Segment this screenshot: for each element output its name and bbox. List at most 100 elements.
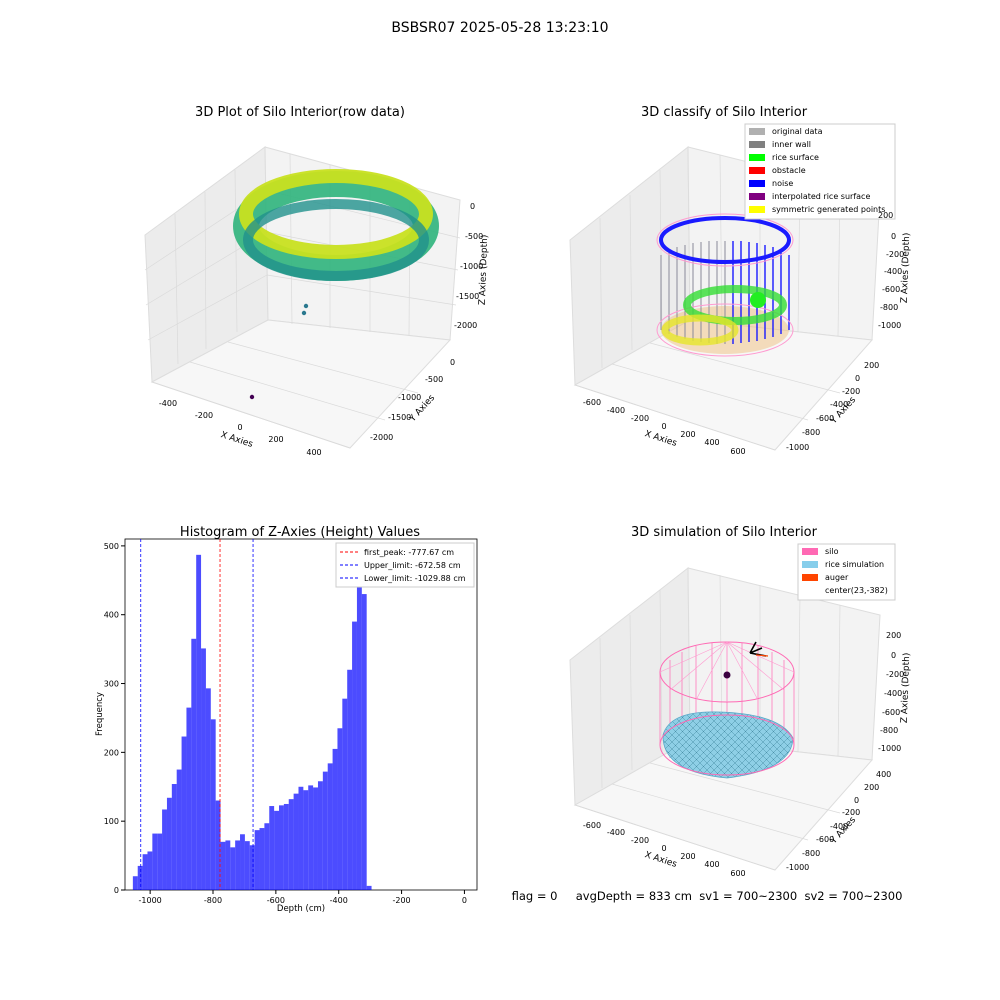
hist-bar [147,851,153,890]
panel2-ytick: 0 [855,374,860,383]
legend-swatch-silo [802,548,818,555]
hist-bar [162,809,167,890]
hist-bar [142,854,148,890]
hist-vlines [140,539,254,890]
panel-raw-3d: 3D Plot of Silo Interior(row data) -400 … [144,105,490,457]
hist-bar [327,763,333,890]
legend-label-interpolated: interpolated rice surface [772,192,870,201]
hist-bar [205,688,211,890]
panel2-silo-points [656,213,794,357]
legend-label-rice-surface: rice surface [772,153,819,162]
status-text: flag = 0 avgDepth = 833 cm sv1 = 700~230… [512,889,903,903]
hist-ytick-label: 0 [114,886,119,895]
panel1-ztick: -1500 [456,292,479,301]
hist-bar [322,771,328,890]
hist-bar [279,805,284,890]
panel4-axes-box [569,566,881,871]
panel2-legend: original data inner wall rice surface ob… [744,123,896,220]
panel2-ticks: -600 -400 -200 0 200 400 600 200 0 -200 … [583,211,904,456]
panel1-ytick: -2000 [370,433,393,442]
panel4-xtick: 0 [661,844,666,853]
panel2-ztick: -200 [886,250,904,259]
hist-bar [152,833,158,890]
legend-label-center: center(23,-382) [825,586,888,595]
hist-bar [288,799,294,890]
legend-swatch-original-data [749,128,765,135]
panel4-ytick: 200 [864,783,879,792]
panel3-title: Histogram of Z-Axies (Height) Values [180,525,420,540]
panel4-ticks: -600 -400 -200 0 200 400 600 400 200 0 -… [583,631,904,878]
hist-bar [166,797,172,890]
panel4-ztick: -600 [882,708,900,717]
panel2-xtick: 0 [661,422,666,431]
panel2-ytick: -1000 [786,443,809,452]
hist-bar [293,793,299,890]
panel4-xtick: 200 [680,852,695,861]
hist-bar [259,828,265,890]
hist-bar [366,885,372,890]
panel1-outlier-points [249,303,309,400]
panel4-silo-mesh [659,641,795,779]
panel2-xtick: -200 [631,414,649,423]
panel1-ztick: -1000 [460,262,483,271]
legend-label-lower-limit: Lower_limit: -1029.88 cm [364,574,466,583]
legend-label-inner-wall: inner wall [772,140,811,149]
panel2-zlabel: Z Axies (Depth) [900,233,912,304]
panel4-ztick: -200 [886,670,904,679]
hist-bar [225,840,231,890]
hist-xtick-label: -400 [330,896,348,905]
hist-bar [352,621,357,890]
hist-bar [337,728,343,890]
panel4-ztick: 0 [891,651,896,660]
hist-ytick-label: 100 [104,817,119,826]
panel1-xtick: -200 [195,411,213,420]
panel1-title: 3D Plot of Silo Interior(row data) [195,105,405,120]
hist-bar [347,669,353,890]
hist-xtick-label: 0 [462,896,467,905]
panel1-xlabel: X Axies [219,430,254,450]
panel2-xtick: 200 [680,430,695,439]
hist-bar [132,876,138,890]
hist-bar [157,833,163,890]
hist-bar [283,803,289,890]
hist-ylabel: Frequency [95,692,105,736]
panel2-xtick: -400 [607,406,625,415]
panel2-ztick: -1000 [878,321,901,330]
panel4-ztick: -1000 [878,744,901,753]
hist-bar [235,840,241,890]
panel2-xtick: 600 [730,447,745,456]
legend-label-noise: noise [772,179,793,188]
hist-ytick-label: 500 [104,542,119,551]
panel1-zlabel: Z Axies (Depth) [478,235,490,306]
hist-legend: first_peak: -777.67 cm Upper_limit: -672… [335,542,475,588]
panel2-xtick: 400 [704,438,719,447]
panel4-ztick: -400 [884,689,902,698]
hist-bar [244,841,250,890]
legend-label-silo: silo [825,547,839,556]
hist-bar [274,810,279,890]
legend-label-first-peak: first_peak: -777.67 cm [364,548,454,557]
panel4-xtick: -400 [607,828,625,837]
hist-bar [186,707,192,890]
panel4-ytick: -1000 [786,863,809,872]
panel2-xtick: -600 [583,398,601,407]
hist-ytick-label: 300 [104,680,119,689]
panel2-ytick: 200 [864,361,879,370]
panel1-ytick: 0 [450,358,455,367]
legend-label-symmetric: symmetric generated points [772,205,885,214]
panel2-ytick: -800 [802,428,820,437]
panel1-ytick: -1000 [398,393,421,402]
panel2-ytick: -200 [842,387,860,396]
hist-bar [313,787,318,890]
panel-histogram: Histogram of Z-Axies (Height) Values -10… [95,525,478,914]
panel-simulation-3d: 3D simulation of Silo Interior silo rice… [569,525,912,878]
hist-bar [303,790,309,890]
panel-classify-3d: 3D classify of Silo Interior original da… [569,105,912,456]
legend-label-original-data: original data [772,127,823,136]
panel1-ztick: -500 [465,232,483,241]
panel2-ztick: -600 [882,285,900,294]
panel1-ring-data [233,169,439,281]
panel1-xtick: 400 [306,448,321,457]
panel2-title: 3D classify of Silo Interior [641,105,808,120]
